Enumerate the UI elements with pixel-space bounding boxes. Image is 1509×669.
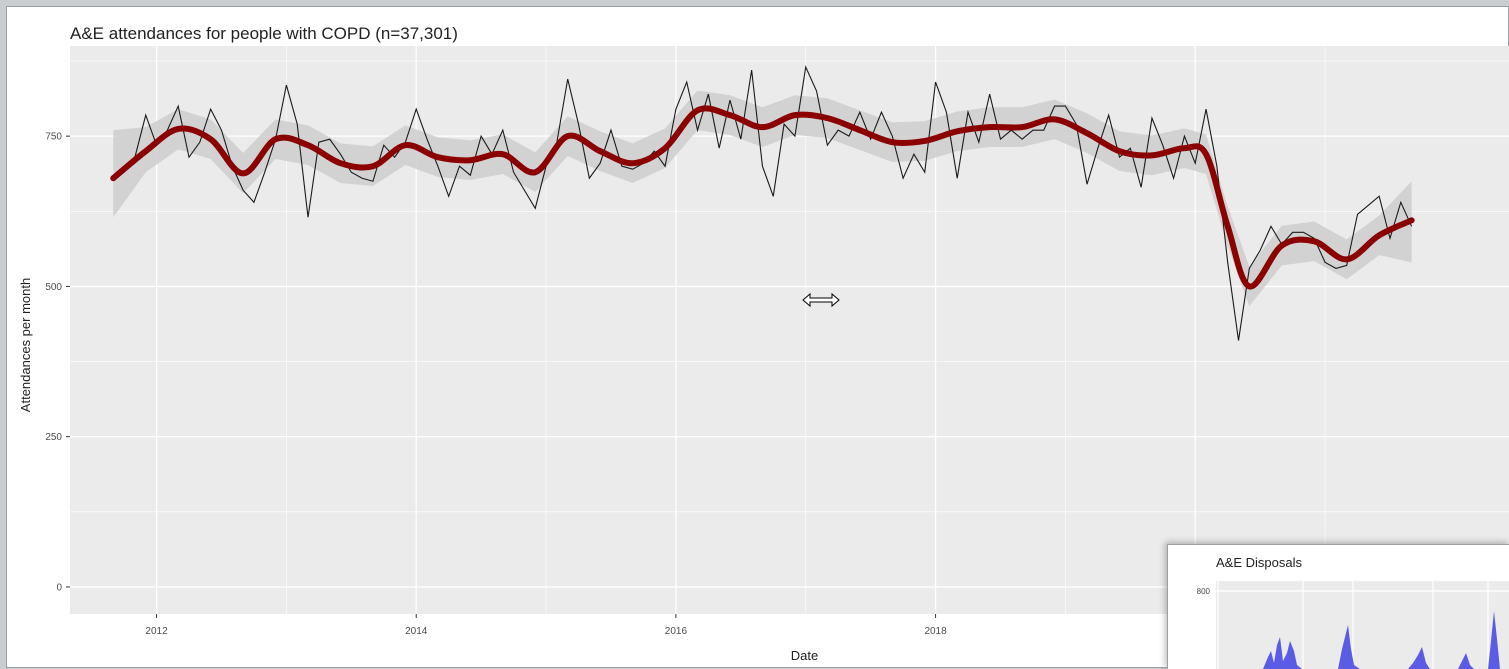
x-tick-label: 2012 <box>145 626 168 637</box>
inset-area <box>1263 611 1500 669</box>
y-tick-label: 750 <box>45 132 62 143</box>
y-tick-label: 250 <box>45 432 62 443</box>
y-axis: 0 250 500 750 <box>45 132 70 593</box>
inset-gridlines <box>1216 581 1509 669</box>
x-axis-title: Date <box>791 648 818 663</box>
x-tick-label: 2016 <box>665 626 688 637</box>
minor-gridlines <box>70 46 1509 614</box>
y-axis-title: Attendances per month <box>18 278 33 412</box>
x-axis: 20122014201620182020 <box>145 614 1207 637</box>
inset-y-tick-label: 800 <box>1197 587 1211 596</box>
y-tick-label: 500 <box>45 282 62 293</box>
inset-chart-window[interactable]: 800 A&E Disposals <box>1167 544 1509 669</box>
confidence-ribbon <box>113 90 1412 307</box>
smoothed-trend-line <box>110 105 1415 290</box>
inset-y-axis: 800 <box>1197 587 1211 596</box>
chart-title: A&E attendances for people with COPD (n=… <box>70 24 458 43</box>
x-tick-label: 2014 <box>405 626 428 637</box>
resize-cursor-icon <box>802 292 840 308</box>
x-tick-label: 2018 <box>924 626 947 637</box>
inset-plot-panel <box>1216 581 1509 669</box>
inset-chart-title: A&E Disposals <box>1216 555 1302 570</box>
y-tick-label: 0 <box>56 582 62 593</box>
monthly-attendance-line <box>112 65 1413 341</box>
inset-chart: 800 <box>1197 581 1509 669</box>
